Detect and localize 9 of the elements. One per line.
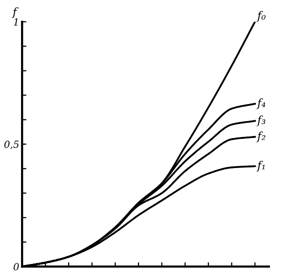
series-label: f₁ [256,160,265,172]
y-axis-title: f [12,7,18,18]
series-label: f₀ [256,11,266,22]
series-label: f₄ [256,98,266,110]
y-tick-label: 0 [14,263,19,270]
y-tick-label: 0,5 [4,140,19,150]
y-tick-label: 1 [14,18,18,26]
series-label: f₂ [256,131,266,142]
series-label: f₃ [256,116,266,126]
